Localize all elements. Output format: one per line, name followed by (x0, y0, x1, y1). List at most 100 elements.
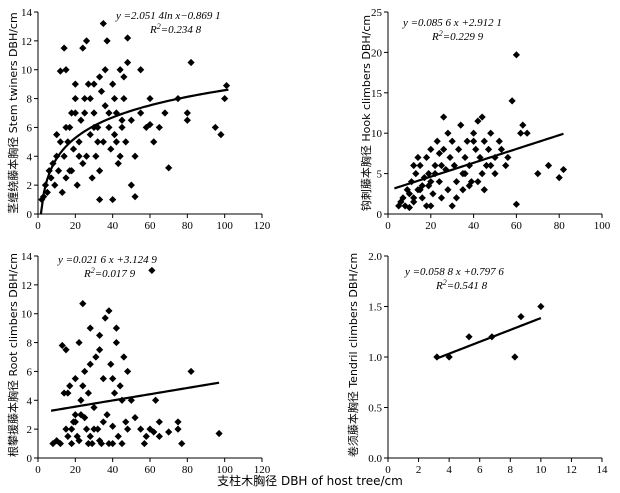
hook-climbers-data-point (470, 137, 478, 145)
stem-twiners-r2: R2=0.234 8 (149, 22, 202, 36)
stem-twiners-data-point (118, 123, 126, 132)
tendril-climbers-data-point (511, 353, 519, 361)
root-climbers-data-point (90, 425, 98, 433)
tendril-climbers-y-tick-label: 1.5 (368, 302, 382, 314)
hook-climbers-y-tick-label: 10 (371, 128, 383, 140)
stem-twiners-data-point (155, 123, 163, 132)
hook-climbers-data-point (431, 161, 439, 170)
stem-twiners-data-point (73, 181, 81, 189)
hook-climbers-y-tick-label: 25 (371, 7, 383, 19)
root-climbers-data-point (155, 432, 163, 440)
root-climbers-data-point (187, 367, 195, 376)
root-climbers-trend-line (50, 381, 220, 412)
stem-twiners-data-point (99, 138, 107, 146)
hook-climbers-data-point (429, 190, 437, 198)
stem-twiners-data-point (124, 58, 132, 67)
stem-twiners-data-point (94, 138, 102, 146)
hook-climbers-data-point (448, 202, 456, 210)
hook-climbers-data-point (448, 137, 456, 145)
root-climbers-x-tick-label: 120 (254, 464, 271, 476)
stem-twiners-data-point (183, 109, 191, 117)
stem-twiners-data-point (109, 80, 117, 88)
hook-climbers-data-point (480, 186, 488, 194)
stem-twiners-data-point (112, 138, 120, 146)
stem-twiners-data-point (116, 152, 124, 160)
root-climbers-data-point (105, 439, 113, 448)
hook-climbers-data-point (474, 117, 482, 125)
root-climbers-data-point (64, 432, 72, 440)
hook-climbers-data-point (523, 129, 531, 137)
hook-climbers-data-point (559, 165, 568, 174)
root-climbers-data-point (124, 425, 132, 433)
tendril-climbers-x-tick-label: 14 (597, 464, 609, 476)
root-climbers-data-point (150, 428, 158, 436)
hook-climbers-data-point (399, 194, 407, 202)
tendril-climbers-x-tick-label: 10 (535, 464, 547, 476)
hook-climbers-data-point (555, 174, 563, 182)
hook-climbers-data-point (422, 153, 431, 162)
hook-climbers-data-point (457, 121, 465, 129)
hook-climbers-data-point (519, 121, 527, 129)
hook-climbers-data-point (534, 170, 542, 178)
stem-twiners-data-point (51, 181, 59, 189)
root-climbers-data-point (174, 418, 182, 426)
tendril-climbers-x-tick-label: 12 (566, 464, 577, 476)
hook-climbers-data-point (414, 153, 422, 162)
tendril-climbers-panel: 卷须藤本胸径 Tendril climbers DBH/cm y =0.058 … (346, 251, 608, 476)
hook-climbers-y-tick-label: 15 (371, 88, 383, 100)
stem-twiners-data-point (96, 195, 104, 204)
hook-climbers-data-point (444, 129, 452, 137)
tendril-climbers-y-tick-label: 2.0 (368, 251, 382, 263)
root-climbers-data-point (53, 437, 61, 445)
hook-climbers-data-point (544, 161, 553, 170)
hook-climbers-data-point (446, 153, 454, 162)
stem-twiners-data-point (217, 131, 225, 139)
stem-twiners-y-tick-label: 0 (27, 209, 33, 221)
root-climbers-data-point (75, 338, 83, 347)
stem-twiners-data-point (131, 152, 139, 160)
hook-climbers-x-tick-label: 20 (425, 220, 437, 232)
stem-twiners-data-point (165, 164, 173, 172)
stem-twiners-x-tick-label: 80 (182, 220, 194, 232)
root-climbers-data-point (96, 346, 104, 354)
stem-twiners-data-point (146, 120, 154, 129)
root-climbers-data-point (165, 428, 173, 436)
tendril-climbers-data-point (517, 313, 525, 321)
stem-twiners-data-point (66, 123, 74, 132)
root-climbers-ylabel: 根攀援藤本胸径 Root climbers DBH/cm (6, 253, 20, 457)
root-climbers-data-point (66, 382, 74, 390)
hook-climbers-data-point (450, 161, 458, 170)
root-climbers-data-point (56, 439, 64, 448)
stem-twiners-data-point (116, 66, 124, 74)
root-climbers-data-point (73, 432, 81, 440)
hook-climbers-data-point (427, 178, 435, 186)
stem-twiners-data-point (183, 116, 191, 124)
root-climbers-equation: y =0.021 6 x +3.124 9 (57, 254, 157, 266)
hook-climbers-x-tick-label: 40 (468, 220, 480, 232)
hook-climbers-data-point (433, 137, 441, 145)
root-climbers-data-point (122, 418, 130, 426)
root-climbers-x-tick-label: 20 (70, 464, 82, 476)
tendril-climbers-y-tick-label: 0.5 (368, 403, 382, 415)
root-climbers-data-point (107, 360, 115, 368)
stem-twiners-data-point (53, 131, 61, 139)
root-climbers-data-point (155, 418, 163, 426)
hook-climbers-data-point (452, 178, 461, 186)
hook-climbers-data-point (487, 161, 495, 170)
tendril-climbers-x-tick-label: 0 (385, 464, 391, 476)
root-climbers-data-point (86, 324, 94, 332)
stem-twiners-data-point (221, 94, 229, 103)
stem-twiners-data-point (96, 167, 104, 175)
hook-climbers-data-point (461, 170, 469, 178)
root-climbers-data-point (84, 389, 92, 397)
stem-twiners-data-point (58, 188, 66, 196)
stem-twiners-data-point (114, 159, 122, 168)
stem-twiners-data-point (146, 94, 154, 103)
root-climbers-data-point (116, 382, 124, 390)
stem-twiners-data-point (71, 80, 79, 88)
root-climbers-data-point (140, 439, 148, 448)
root-climbers-data-point (101, 314, 109, 322)
hook-climbers-data-point (463, 137, 471, 145)
root-climbers-data-point (71, 375, 79, 383)
stem-twiners-data-point (127, 116, 135, 124)
